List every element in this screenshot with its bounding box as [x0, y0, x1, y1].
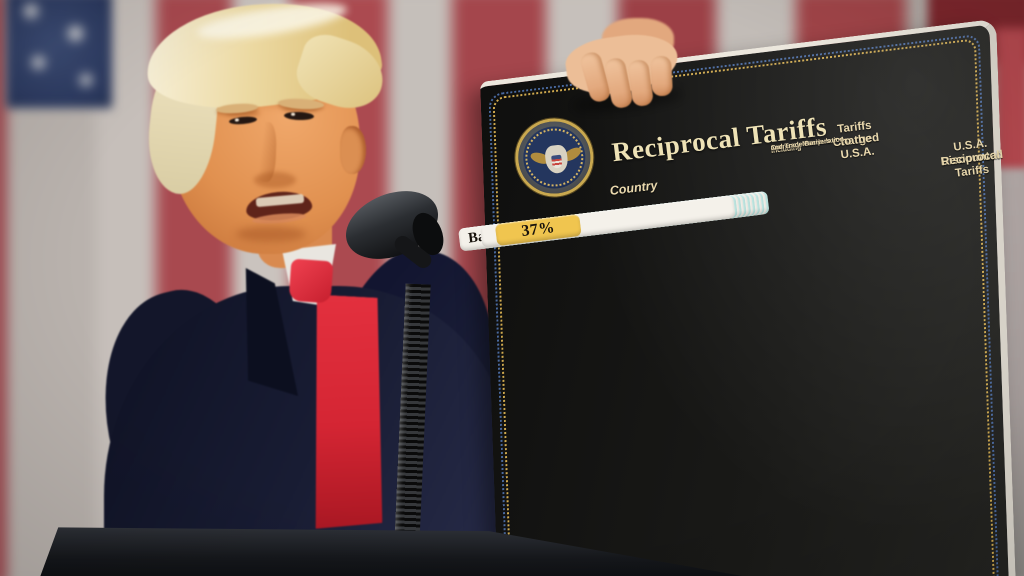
- eye-glint: [234, 118, 240, 122]
- suit-coat: [104, 286, 508, 576]
- board-content: Reciprocal Tariffs Tariffs Charged to th…: [457, 24, 1024, 576]
- ear: [340, 126, 366, 174]
- flag-star: [24, 4, 38, 18]
- eyelid: [226, 110, 260, 117]
- flag-star: [32, 56, 45, 69]
- table-row: Bangladesh74%37%: [450, 195, 736, 252]
- eye-glint: [291, 112, 296, 116]
- chin-shading: [236, 226, 306, 242]
- tie-knot: [288, 258, 334, 304]
- column-header-discounted: U.S.A. Discounted Reciprocal Tariffs: [879, 136, 1004, 180]
- flag-star-field: [6, 0, 112, 108]
- flag-star: [80, 74, 92, 86]
- tariff-chart-board: Reciprocal Tariffs Tariffs Charged to th…: [457, 18, 1019, 576]
- nose-shading: [254, 172, 296, 188]
- finger: [649, 55, 674, 97]
- flag-star: [68, 26, 83, 41]
